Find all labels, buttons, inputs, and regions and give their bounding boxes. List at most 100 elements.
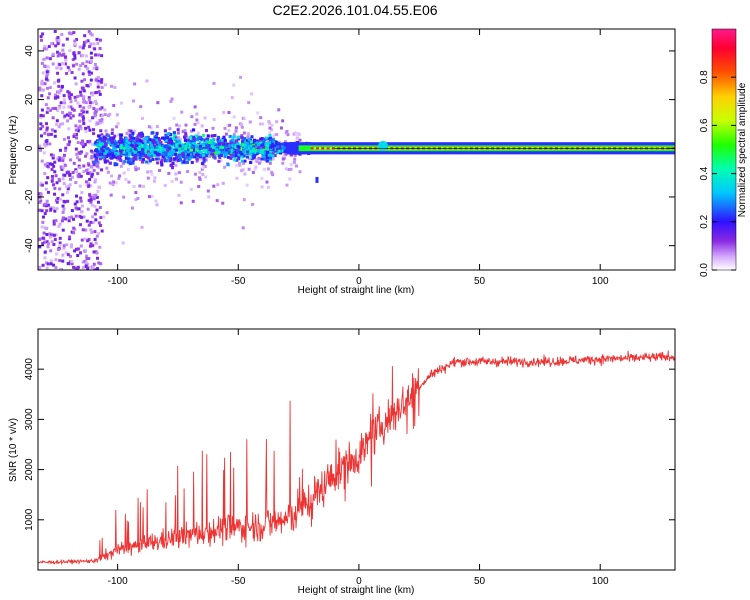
spectrogram-cell bbox=[243, 172, 247, 176]
spectrogram-cell bbox=[248, 155, 252, 159]
spectrogram-cell bbox=[82, 106, 86, 110]
spectrogram-cell bbox=[89, 198, 93, 202]
spectrogram-cell bbox=[108, 150, 112, 154]
spectrogram-cell bbox=[94, 158, 98, 162]
spectrogram-cell bbox=[73, 56, 77, 60]
spectrogram-cell bbox=[264, 136, 268, 140]
spectrogram-ytick-label: 40 bbox=[24, 45, 35, 57]
spectrogram-cell bbox=[110, 84, 114, 88]
spectrogram-cell bbox=[199, 150, 203, 154]
spectrogram-cell bbox=[241, 168, 245, 172]
spectrogram-cell bbox=[193, 141, 197, 145]
spectrogram-cell bbox=[83, 34, 87, 38]
spectrogram-cell bbox=[167, 171, 171, 175]
spectrogram-cell bbox=[168, 153, 172, 157]
spectrogram-cell bbox=[177, 171, 181, 175]
spectrogram-x-label: Height of straight line (km) bbox=[298, 285, 415, 296]
spectrogram-cell bbox=[193, 122, 197, 126]
spectrogram-cell bbox=[58, 222, 62, 226]
spectrogram-cell bbox=[105, 150, 109, 154]
spectrogram-cell bbox=[92, 106, 96, 110]
spectrogram-cell bbox=[101, 142, 105, 146]
spectrogram-cell bbox=[147, 195, 151, 199]
spectrogram-cell bbox=[147, 162, 151, 166]
spectrogram-cell bbox=[94, 99, 98, 103]
spectrogram-cell bbox=[285, 129, 289, 133]
spectrogram-cell bbox=[87, 105, 91, 109]
spectrogram-cell bbox=[99, 119, 103, 123]
spectrogram-cell bbox=[151, 131, 155, 135]
spectrogram-cell bbox=[72, 108, 76, 112]
spectrogram-cell bbox=[178, 142, 182, 146]
spectrogram-cell bbox=[284, 147, 288, 151]
spectrogram-cell bbox=[117, 155, 121, 159]
spectrogram-cell bbox=[221, 138, 225, 142]
spectrogram-cell bbox=[51, 162, 55, 166]
spectrogram-cell bbox=[56, 42, 60, 46]
spectrogram-cell bbox=[68, 173, 72, 177]
spectrogram-cell bbox=[247, 151, 251, 155]
spectrogram-cell bbox=[162, 136, 166, 140]
spectrogram-xtick-label: 50 bbox=[474, 276, 486, 287]
spectrogram-cell bbox=[75, 152, 79, 156]
spectrogram-cell bbox=[63, 173, 67, 177]
spectrogram-cell bbox=[97, 231, 101, 235]
spectrogram-cell bbox=[247, 137, 251, 141]
spectrogram-cell bbox=[273, 154, 277, 158]
spectrogram-cell bbox=[39, 134, 43, 138]
spectrogram-cell bbox=[57, 158, 61, 162]
spectrogram-cell bbox=[183, 138, 187, 142]
spectrogram-cell bbox=[56, 90, 60, 94]
spectrogram-cell bbox=[177, 193, 181, 197]
spectrogram-cell bbox=[238, 148, 242, 152]
spectrogram-cell bbox=[239, 169, 243, 173]
spectrogram-cell bbox=[65, 37, 69, 41]
spectrogram-cell bbox=[48, 92, 52, 96]
spectrogram-cell bbox=[139, 142, 143, 146]
spectrogram-cell bbox=[282, 146, 286, 150]
spectrogram-cell bbox=[79, 174, 83, 178]
spectrogram-cell bbox=[46, 242, 50, 246]
spectrogram-cell bbox=[169, 163, 173, 167]
spectrogram-content bbox=[38, 29, 675, 270]
spectrogram-cell bbox=[155, 131, 159, 135]
spectrogram-cell bbox=[142, 137, 146, 141]
spectrogram-cell bbox=[61, 193, 65, 197]
spectrogram-cell bbox=[260, 176, 264, 180]
spectrogram-cell bbox=[192, 144, 196, 148]
spectrogram-cell bbox=[51, 116, 55, 120]
spectrogram-cell bbox=[263, 157, 267, 161]
spectrogram-cell bbox=[83, 237, 87, 241]
spectrogram-cell bbox=[62, 182, 66, 186]
spectrogram-cell bbox=[251, 170, 255, 174]
spectrogram-cell bbox=[135, 137, 139, 141]
spectrogram-cell bbox=[44, 261, 48, 265]
spectrogram-cell bbox=[242, 143, 246, 147]
spectrogram-cell bbox=[53, 129, 57, 133]
spectrogram-cell bbox=[42, 57, 46, 61]
spectrogram-cell bbox=[112, 136, 116, 140]
spectrogram-cell bbox=[175, 143, 179, 147]
spectrogram-cell bbox=[122, 171, 126, 175]
spectrogram-cell bbox=[66, 136, 70, 140]
spectrogram-cell bbox=[226, 142, 230, 146]
spectrogram-cell bbox=[63, 62, 67, 66]
spectrogram-cell bbox=[198, 144, 202, 148]
spectrogram-cell bbox=[262, 140, 266, 144]
spectrogram-cell bbox=[93, 47, 97, 51]
spectrogram-cell bbox=[228, 135, 232, 139]
spectrogram-cell bbox=[147, 125, 151, 129]
spectrogram-cell bbox=[95, 208, 99, 212]
spectrogram-cell bbox=[64, 251, 68, 255]
spectrogram-cell bbox=[195, 138, 199, 142]
spectrogram-cell bbox=[57, 52, 61, 56]
spectrogram-cell bbox=[41, 32, 45, 36]
spectrogram-cell bbox=[281, 119, 285, 123]
spectrogram-cell bbox=[159, 140, 163, 144]
spectrogram-cell bbox=[76, 156, 80, 160]
spectrogram-cell bbox=[58, 187, 62, 191]
spectrogram-cell bbox=[186, 135, 190, 139]
spectrogram-cell bbox=[77, 126, 81, 130]
spectrogram-cell bbox=[80, 238, 84, 242]
spectrogram-cell bbox=[134, 191, 138, 195]
